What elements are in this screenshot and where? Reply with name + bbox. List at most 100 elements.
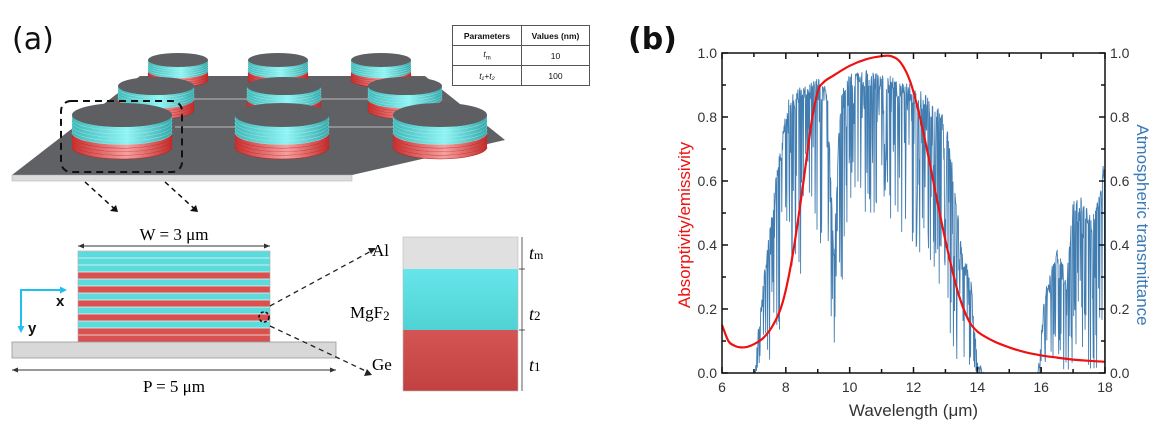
nanodisk bbox=[71, 103, 173, 160]
transmittance-series bbox=[752, 70, 1106, 374]
substrate-cross-section bbox=[11, 341, 337, 359]
arrow-head bbox=[330, 367, 336, 373]
stack-layer bbox=[78, 307, 270, 315]
disk-layer bbox=[393, 139, 487, 156]
disk-layer bbox=[351, 60, 411, 70]
disk-layer bbox=[235, 136, 329, 152]
x-tick-label: 18 bbox=[1097, 379, 1113, 395]
x-axis-label: Wavelength (μm) bbox=[849, 401, 978, 420]
disk-layer bbox=[235, 139, 329, 156]
disk-layer bbox=[72, 139, 172, 156]
disk-layer bbox=[148, 66, 208, 76]
disk-layer bbox=[148, 64, 208, 74]
disk-layer bbox=[248, 66, 308, 76]
layer-boundary bbox=[147, 68, 209, 77]
disk-layer bbox=[393, 125, 487, 142]
disk-layer bbox=[248, 62, 308, 72]
y-axis-label-left: Absorptivity/emissivity bbox=[675, 141, 694, 308]
y2-tick-label: 1.0 bbox=[1110, 45, 1130, 61]
label-al: Al bbox=[372, 241, 389, 260]
disk-layer bbox=[118, 88, 194, 101]
layer-boundary bbox=[392, 122, 488, 135]
disk-layer bbox=[368, 91, 442, 103]
table-row: t₁+t₂ 100 bbox=[452, 65, 590, 86]
layer-boundary bbox=[367, 91, 443, 101]
layer-boundary bbox=[234, 129, 330, 142]
disk-top bbox=[247, 77, 321, 95]
y2-tick-label: 0.2 bbox=[1110, 301, 1130, 317]
layer-boundary bbox=[246, 88, 322, 98]
table-row: tm 10 bbox=[452, 45, 590, 66]
disk-top bbox=[148, 53, 208, 67]
disk-layer bbox=[393, 122, 487, 138]
arrow-head bbox=[12, 367, 18, 373]
stack-layer bbox=[78, 314, 270, 322]
layer-mgf2 bbox=[403, 269, 518, 330]
disk-layer bbox=[247, 88, 321, 101]
layer-boundary bbox=[234, 143, 330, 156]
y-tick-label: 0.8 bbox=[698, 109, 718, 125]
panel-label-b: (b) bbox=[628, 22, 677, 57]
layer-boundary bbox=[71, 146, 173, 160]
layer-detail: Al MgF2 Ge tm t2 t1 bbox=[350, 236, 544, 392]
disk-layer bbox=[351, 62, 411, 72]
disk-layer bbox=[235, 143, 329, 159]
width-label: W = 3 μm bbox=[140, 225, 209, 244]
disk-layer bbox=[148, 60, 208, 70]
arrow-head bbox=[264, 243, 270, 249]
zoom-arrow-left bbox=[84, 181, 119, 213]
arrow-head bbox=[368, 248, 376, 254]
disk-layer bbox=[72, 125, 172, 142]
disk-layer bbox=[118, 94, 194, 106]
layer-boundary bbox=[350, 66, 412, 74]
disk-top bbox=[235, 103, 329, 127]
disk-layer bbox=[72, 122, 172, 138]
disk-layer bbox=[393, 115, 487, 131]
layer-boundary bbox=[367, 96, 443, 106]
cross-section-layers bbox=[77, 250, 271, 343]
disk-layer bbox=[235, 129, 329, 145]
disk-layer bbox=[235, 118, 329, 135]
y2-tick-label: 0.6 bbox=[1110, 173, 1130, 189]
label-t1: t1 bbox=[529, 355, 541, 375]
layer-boundary bbox=[367, 93, 443, 104]
stack-layer bbox=[78, 258, 270, 266]
disk-layer bbox=[248, 64, 308, 74]
layer-boundary bbox=[247, 68, 309, 77]
disk-layer bbox=[72, 136, 172, 152]
layer-boundary bbox=[71, 132, 173, 146]
label-tm: tm bbox=[529, 243, 544, 263]
stack-layer bbox=[78, 286, 270, 294]
disk-layer bbox=[148, 68, 208, 79]
disk-layer bbox=[118, 86, 194, 98]
disk-layer bbox=[72, 132, 172, 149]
disk-layer bbox=[247, 91, 321, 103]
layer-boundary bbox=[147, 62, 209, 70]
arrow-head bbox=[78, 243, 84, 249]
y2-tick-label: 0.0 bbox=[1110, 365, 1130, 381]
layer-boundary bbox=[247, 64, 309, 72]
disk-layer bbox=[235, 115, 329, 131]
y-tick-label: 0.0 bbox=[698, 365, 718, 381]
layer-boundary bbox=[147, 66, 209, 74]
layer-boundary bbox=[246, 91, 322, 101]
layer-boundary bbox=[392, 143, 488, 156]
y-tick-label: 0.6 bbox=[698, 173, 718, 189]
arrow-head bbox=[17, 326, 25, 333]
layer-boundary bbox=[392, 136, 488, 149]
layer-boundary bbox=[247, 62, 309, 70]
x-tick-label: 16 bbox=[1033, 379, 1049, 395]
axis-ticks: 6 8 10 12 14 16 180.00.20.40.60.81.00.00.20.40… bbox=[698, 45, 1130, 395]
stack-layer bbox=[78, 335, 270, 343]
x-tick-label: 6 bbox=[718, 379, 726, 395]
disk-layer bbox=[248, 60, 308, 70]
coordinate-axes-icon bbox=[20, 289, 65, 331]
x-tick-label: 12 bbox=[906, 379, 922, 395]
layer-boundary bbox=[71, 118, 173, 131]
y-tick-label: 0.2 bbox=[698, 301, 718, 317]
stack-layer bbox=[78, 293, 270, 301]
disk-top bbox=[118, 77, 194, 95]
disk-layer bbox=[393, 132, 487, 149]
selection-box bbox=[60, 100, 183, 173]
label-ge: Ge bbox=[372, 355, 392, 374]
